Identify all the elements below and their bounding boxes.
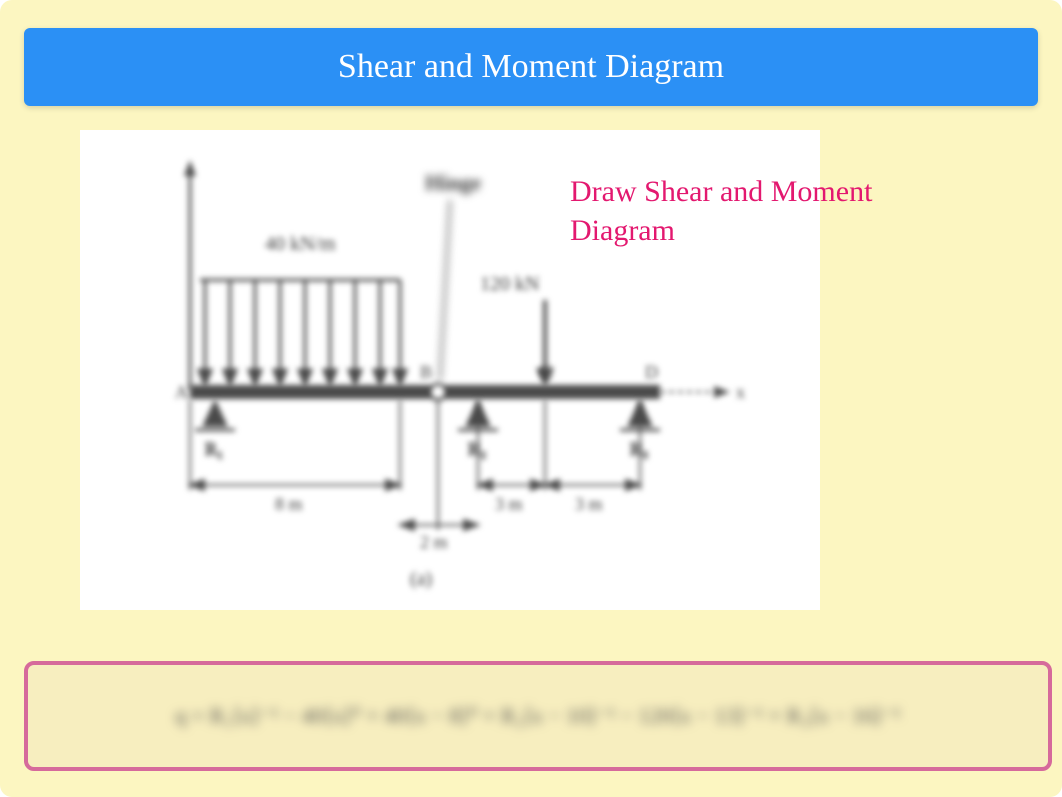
point-load-label: 120 kN — [480, 273, 539, 295]
span-3-label: 3 m — [495, 494, 523, 514]
beam: A B C D — [175, 362, 660, 402]
title-bar: Shear and Moment Diagram — [24, 28, 1038, 106]
slide: Shear and Moment Diagram — [0, 0, 1062, 797]
span-4-label: 3 m — [575, 494, 603, 514]
svg-text:D: D — [645, 362, 658, 382]
figure-label: (a) — [410, 568, 432, 590]
svg-text:C: C — [540, 362, 552, 382]
formula-preview: q = R₁⟨x⟩⁻¹ − 40⟨x⟩⁰ + 40⟨x − 8⟩⁰ + R₂⟨x… — [175, 703, 901, 729]
span-2-label: 2 m — [420, 532, 448, 552]
distributed-load: 40 kN/m — [199, 233, 406, 385]
x-axis-label: x — [736, 382, 745, 402]
span-1-label: 8 m — [275, 494, 303, 514]
y-axis — [184, 160, 196, 390]
support-r1-label: R₁ — [205, 439, 223, 459]
dimension-lines: 8 m 2 m 3 m 3 m — [190, 400, 640, 552]
slide-title: Shear and Moment Diagram — [338, 48, 724, 86]
formula-box: q = R₁⟨x⟩⁻¹ − 40⟨x⟩⁰ + 40⟨x − 8⟩⁰ + R₂⟨x… — [24, 661, 1052, 771]
svg-text:A: A — [175, 382, 188, 402]
distributed-load-label: 40 kN/m — [265, 233, 336, 255]
hinge-label: Hinge — [425, 170, 481, 195]
hinge-label-group: Hinge — [425, 170, 481, 380]
instruction-text: Draw Shear and Moment Diagram — [570, 172, 970, 250]
x-axis: x — [660, 382, 745, 402]
supports: R₁ R₂ R₃ — [195, 400, 660, 459]
svg-text:B: B — [420, 362, 432, 382]
